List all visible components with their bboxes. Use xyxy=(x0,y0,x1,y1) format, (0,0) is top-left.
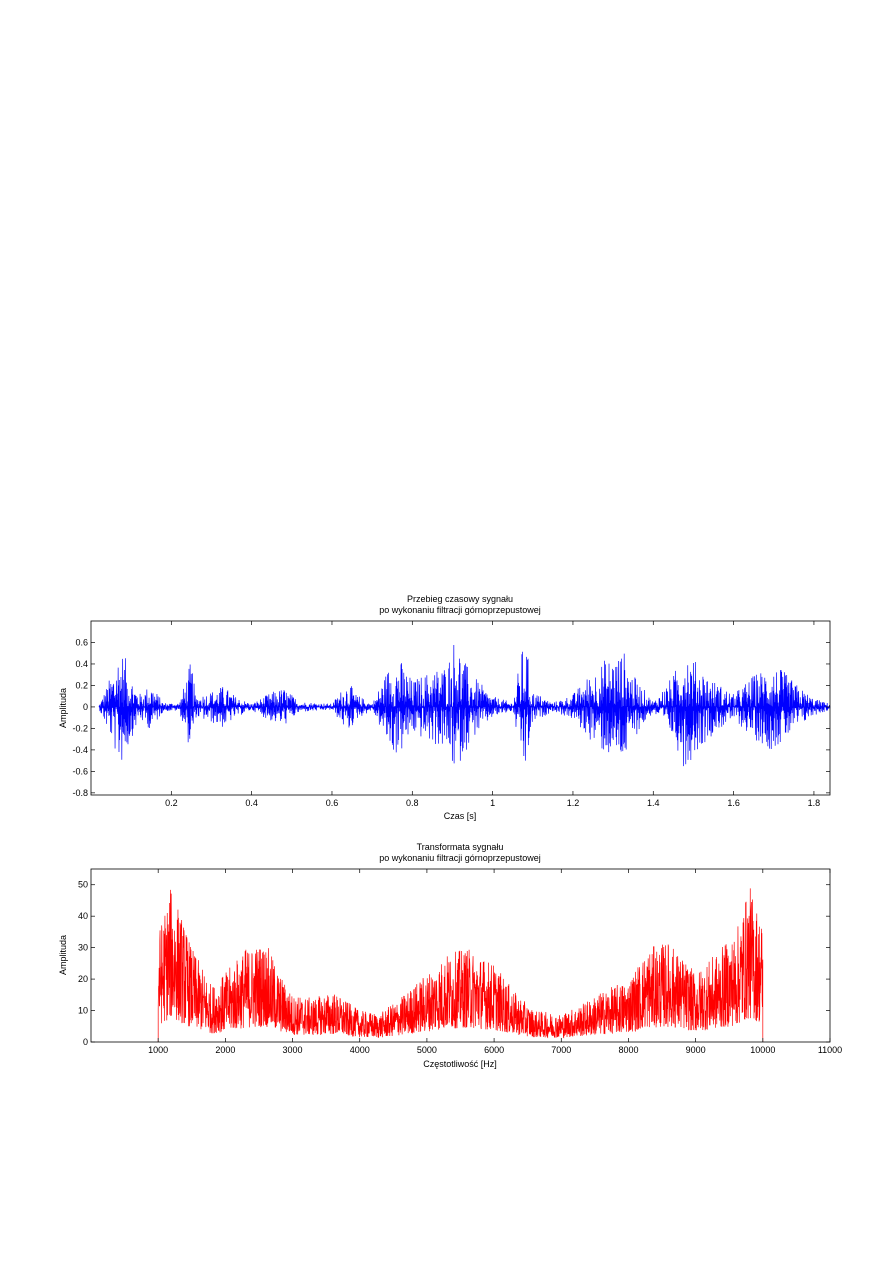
x-tick-label: 2000 xyxy=(215,1045,235,1055)
y-tick-label: -0.8 xyxy=(72,788,88,798)
y-tick-label: 0 xyxy=(83,1037,88,1047)
x-tick-label: 11000 xyxy=(818,1045,842,1055)
x-tick-label: 8000 xyxy=(618,1045,638,1055)
x-tick-label: 1 xyxy=(490,798,495,808)
x-tick-label: 0.4 xyxy=(245,798,258,808)
y-axis-label: Amplituda xyxy=(58,688,68,728)
time-signal-chart: Przebieg czasowy sygnału po wykonaniu fi… xyxy=(58,594,831,821)
x-axis-ticks: 1000 2000 3000 4000 5000 6000 7000 8000 9000 1000… xyxy=(148,869,842,1055)
x-tick-label: 0.8 xyxy=(406,798,419,808)
x-axis-label: Czas [s] xyxy=(444,811,477,821)
y-tick-label: -0.2 xyxy=(72,723,88,733)
x-tick-label: 4000 xyxy=(350,1045,370,1055)
x-tick-label: 1.2 xyxy=(567,798,580,808)
series-line xyxy=(98,645,831,767)
y-tick-label: 40 xyxy=(78,911,88,921)
x-tick-label: 1.4 xyxy=(647,798,660,808)
y-tick-label: 30 xyxy=(78,943,88,953)
chart-title-line-1: Przebieg czasowy sygnału xyxy=(407,594,513,604)
x-tick-label: 9000 xyxy=(686,1045,706,1055)
chart-title-line-2: po wykonaniu filtracji górnoprzepustowej xyxy=(379,853,541,863)
x-tick-label: 7000 xyxy=(551,1045,571,1055)
chart-title-line-1: Transformata sygnału xyxy=(417,842,504,852)
x-tick-label: 0.2 xyxy=(165,798,178,808)
y-axis-label: Amplituda xyxy=(58,935,68,975)
x-tick-label: 0.6 xyxy=(326,798,339,808)
x-axis-ticks: 0.2 0.4 0.6 0.8 1 1.2 1.4 1.6 1.8 xyxy=(165,621,820,808)
y-tick-label: 0.6 xyxy=(75,637,88,647)
signal-series xyxy=(98,645,831,767)
y-tick-label: -0.6 xyxy=(72,766,88,776)
y-tick-label: -0.4 xyxy=(72,745,88,755)
y-tick-label: 10 xyxy=(78,1006,88,1016)
chart-title-line-2: po wykonaniu filtracji górnoprzepustowej xyxy=(379,605,541,615)
y-axis-ticks: -0.8 -0.6 -0.4 -0.2 0 0.2 0.4 0.6 xyxy=(72,637,830,798)
series-line xyxy=(157,888,764,1042)
plot-frame xyxy=(90,868,831,1043)
y-tick-label: 20 xyxy=(78,974,88,984)
y-axis-ticks: 0 10 20 30 40 50 xyxy=(78,880,830,1047)
spectrum-chart: Transformata sygnału po wykonaniu filtra… xyxy=(58,842,842,1069)
y-tick-label: 0.4 xyxy=(75,659,88,669)
y-tick-label: 50 xyxy=(78,880,88,890)
x-tick-label: 1.6 xyxy=(727,798,740,808)
y-tick-label: 0.2 xyxy=(75,680,88,690)
x-tick-label: 5000 xyxy=(417,1045,437,1055)
x-tick-label: 1.8 xyxy=(808,798,821,808)
x-tick-label: 10000 xyxy=(750,1045,775,1055)
spectrum-series xyxy=(157,888,764,1042)
x-axis-label: Częstotliwość [Hz] xyxy=(423,1059,497,1069)
y-tick-label: 0 xyxy=(83,702,88,712)
x-tick-label: 3000 xyxy=(283,1045,303,1055)
x-tick-label: 1000 xyxy=(148,1045,168,1055)
x-tick-label: 6000 xyxy=(484,1045,504,1055)
plot-frame xyxy=(90,620,831,796)
